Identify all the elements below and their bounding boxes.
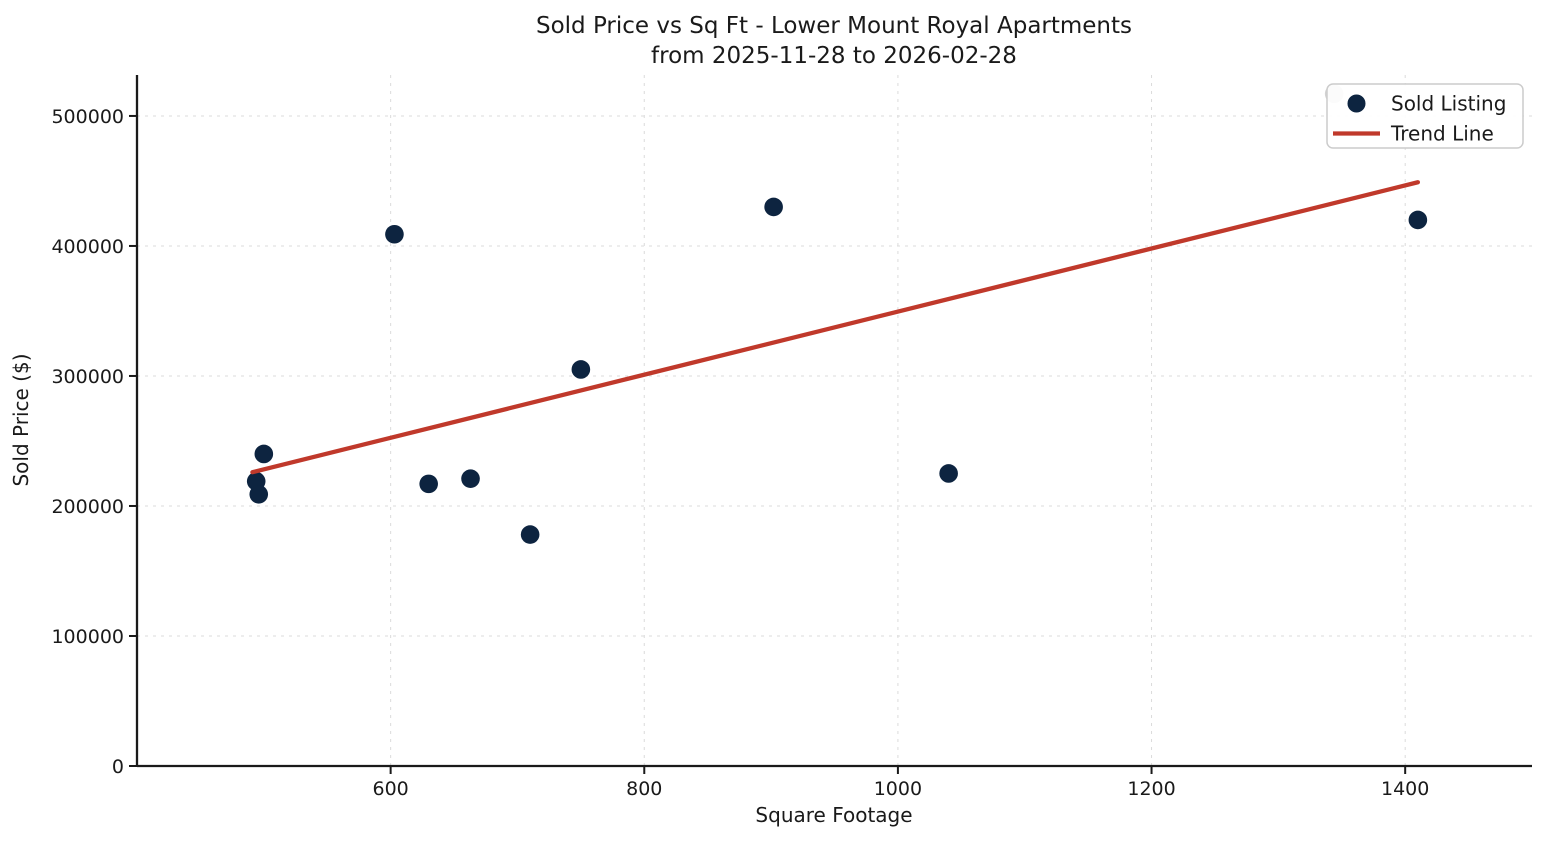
series-layer (246, 84, 1428, 544)
chart-title-line2: from 2025-11-28 to 2026-02-28 (651, 43, 1017, 69)
sold-listing-point (461, 469, 480, 488)
y-tick-label: 0 (112, 756, 124, 778)
legend-label: Trend Line (1390, 122, 1494, 146)
sold-listing-point (520, 525, 540, 544)
sold-listing-point (419, 474, 438, 494)
x-tick-label: 1000 (874, 778, 922, 800)
sold-listing-point (385, 224, 404, 244)
y-tick-label: 500000 (51, 106, 124, 128)
sold-listing-point (1408, 210, 1428, 230)
x-tick-label: 1400 (1381, 778, 1429, 800)
y-axis-label: Sold Price ($) (9, 353, 33, 486)
sold-listing-point (939, 464, 958, 483)
y-tick-label: 200000 (51, 496, 124, 518)
text-layer: Sold Price vs Sq Ft - Lower Mount Royal … (9, 13, 1132, 827)
axes-layer: 600 800 1000 1200 1400 0 100000 200000 300000 400… (51, 75, 1532, 800)
sold-listing-point (249, 484, 269, 504)
x-tick-label: 1200 (1127, 778, 1175, 800)
sold-listing-point (254, 444, 274, 464)
x-tick-label: 800 (626, 778, 662, 800)
sold-listing-point (764, 197, 783, 217)
trend-line (250, 180, 1421, 475)
legend-sold-listing-marker (1347, 94, 1366, 113)
x-axis-label: Square Footage (755, 803, 912, 827)
sold-listing-point (571, 360, 591, 379)
x-tick-label: 600 (373, 778, 409, 800)
y-tick-label: 100000 (51, 626, 124, 648)
grid-layer (137, 75, 1532, 767)
chart-title-line1: Sold Price vs Sq Ft - Lower Mount Royal … (536, 13, 1132, 39)
legend-label: Sold Listing (1391, 92, 1506, 116)
y-tick-label: 300000 (51, 366, 124, 388)
y-tick-label: 400000 (51, 236, 124, 258)
legend: Sold Listing Trend Line (1326, 83, 1524, 149)
